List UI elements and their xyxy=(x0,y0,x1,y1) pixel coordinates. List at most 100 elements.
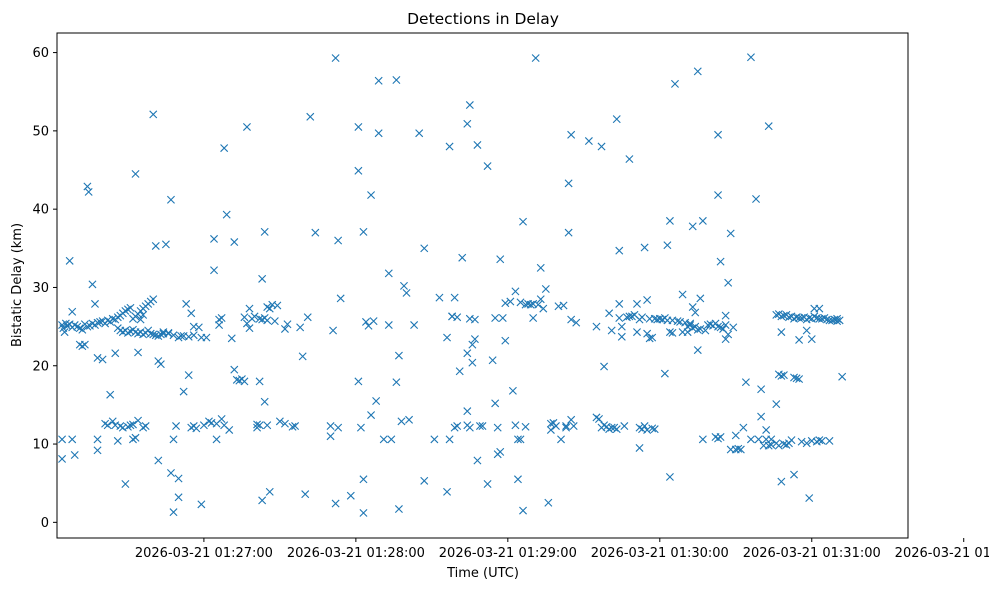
detection-point xyxy=(648,333,657,342)
detection-point xyxy=(164,329,173,338)
detection-point xyxy=(334,423,343,432)
detection-point xyxy=(693,325,702,334)
detection-point xyxy=(194,323,203,332)
detection-point xyxy=(384,321,393,330)
detection-point xyxy=(369,317,378,326)
detection-point xyxy=(562,423,571,432)
detection-point xyxy=(567,130,576,139)
detection-point xyxy=(189,331,198,340)
detection-point xyxy=(240,377,249,386)
detection-point xyxy=(511,287,520,296)
detection-point xyxy=(151,241,160,250)
detection-point xyxy=(465,101,474,110)
detection-point xyxy=(660,369,669,378)
detection-point xyxy=(458,253,467,262)
detection-point xyxy=(519,217,528,226)
detection-point xyxy=(84,187,93,196)
detection-point xyxy=(772,310,781,319)
detection-point xyxy=(607,423,616,432)
detection-point xyxy=(60,328,69,337)
detection-point xyxy=(805,314,814,322)
detection-point xyxy=(620,422,629,431)
detection-point xyxy=(217,415,226,423)
detection-point xyxy=(217,314,226,322)
detection-point xyxy=(795,375,804,384)
detection-point xyxy=(182,299,191,308)
detection-point xyxy=(600,362,609,371)
detection-point xyxy=(134,348,143,357)
detection-point xyxy=(807,335,816,344)
x-tick-label: 2026-03-21 01:30:00 xyxy=(591,546,729,561)
detection-point xyxy=(93,318,102,327)
detection-point xyxy=(746,53,755,62)
detection-point xyxy=(595,415,603,423)
detection-point xyxy=(559,301,568,310)
detection-point xyxy=(356,423,365,432)
detection-point xyxy=(131,433,140,442)
detection-point xyxy=(493,423,502,432)
detection-point xyxy=(607,326,616,335)
detection-point xyxy=(557,435,566,444)
detection-point xyxy=(230,365,239,374)
detection-point xyxy=(526,300,535,309)
detection-point xyxy=(797,437,806,446)
y-tick-label: 20 xyxy=(32,359,49,374)
detection-point xyxy=(159,328,168,337)
detection-point xyxy=(726,229,735,238)
detection-point xyxy=(790,470,799,479)
detection-point xyxy=(473,456,482,465)
detection-point xyxy=(757,385,766,394)
detection-point xyxy=(80,340,89,349)
detection-point xyxy=(329,326,338,335)
detection-point xyxy=(253,420,262,429)
detection-point xyxy=(536,295,545,304)
detection-point xyxy=(757,412,766,421)
detection-point xyxy=(463,349,472,358)
detection-point xyxy=(384,269,393,278)
detection-point xyxy=(688,303,697,312)
detection-point xyxy=(835,316,844,325)
detection-point xyxy=(280,419,289,428)
detection-point xyxy=(453,313,462,322)
detection-point xyxy=(693,346,702,355)
detection-point xyxy=(501,336,510,345)
detection-point xyxy=(612,425,621,434)
detection-point xyxy=(752,194,761,203)
detection-point xyxy=(166,469,175,478)
detection-point xyxy=(128,420,137,429)
detection-point xyxy=(534,300,543,309)
detection-point xyxy=(643,329,652,338)
detection-point xyxy=(716,257,725,266)
detection-point xyxy=(161,240,170,249)
detection-point xyxy=(443,487,452,496)
detection-point xyxy=(716,433,725,441)
detection-point xyxy=(551,422,560,431)
detection-point xyxy=(326,422,335,431)
detection-point xyxy=(215,321,224,330)
detection-point xyxy=(640,422,649,431)
detection-point xyxy=(693,67,702,76)
detection-point xyxy=(544,498,553,507)
detection-point xyxy=(491,399,500,408)
detection-point xyxy=(402,288,411,297)
detection-point xyxy=(169,331,178,340)
detection-point xyxy=(774,441,783,450)
detection-point xyxy=(483,479,492,488)
detection-point xyxy=(721,311,730,320)
detection-point xyxy=(567,315,576,324)
detection-point xyxy=(643,295,652,304)
detection-point xyxy=(815,304,824,313)
detection-point xyxy=(562,422,571,431)
detection-point xyxy=(546,419,555,428)
detection-point xyxy=(445,435,454,444)
detection-point xyxy=(790,373,799,382)
detection-point xyxy=(263,421,272,430)
detection-point xyxy=(58,454,67,463)
detection-point xyxy=(410,321,419,330)
x-tick-label: 2026-03-21 01:28:00 xyxy=(287,546,425,561)
detection-point xyxy=(420,244,429,253)
detection-point xyxy=(220,144,229,153)
detection-point xyxy=(825,436,834,445)
detection-point xyxy=(134,416,143,425)
detection-point xyxy=(670,79,679,88)
